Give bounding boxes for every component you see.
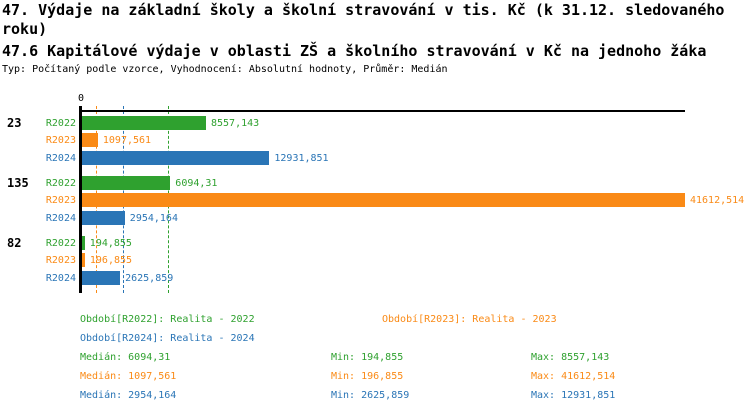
bar [82, 133, 98, 147]
series-label: R2024 [45, 153, 76, 164]
bar [82, 151, 270, 165]
bar [82, 176, 171, 190]
stat-min-r2022: Min: 194,855 [331, 352, 404, 363]
chart-subtitle: 47.6 Kapitálové výdaje v oblasti ZŠ a šk… [2, 42, 707, 60]
group-label: 135 [7, 176, 29, 190]
stat-median-r2024: Medián: 2954,164 [80, 390, 177, 401]
legend-item-r2022: Období[R2022]: Realita - 2022 [80, 314, 255, 325]
series-label: R2024 [45, 273, 76, 284]
value-label: 12931,851 [274, 153, 329, 164]
stat-median-r2023: Medián: 1097,561 [80, 371, 177, 382]
x-axis-line [80, 110, 685, 112]
value-label: 8557,143 [211, 118, 260, 129]
y-axis-line [79, 106, 82, 293]
bar [82, 236, 85, 250]
group-label: 23 [7, 116, 22, 130]
stat-median-r2022: Medián: 6094,31 [80, 352, 171, 363]
value-label: 6094,31 [175, 178, 218, 189]
bar [82, 116, 206, 130]
group-label: 82 [7, 236, 22, 250]
legend-item-r2023: Období[R2023]: Realita - 2023 [382, 314, 557, 325]
series-label: R2022 [45, 238, 76, 249]
series-label: R2023 [45, 255, 76, 266]
series-label: R2022 [45, 118, 76, 129]
value-label: 2625,859 [125, 273, 174, 284]
value-label: 41612,514 [690, 195, 745, 206]
bar [82, 193, 685, 207]
stat-max-r2023: Max: 41612,514 [531, 371, 616, 382]
series-label: R2023 [45, 195, 76, 206]
stat-max-r2024: Max: 12931,851 [531, 390, 616, 401]
chart-meta-line: Typ: Počítaný podle vzorce, Vyhodnocení:… [2, 64, 448, 75]
chart-title: 47. Výdaje na základní školy a školní st… [2, 1, 725, 38]
bar [82, 271, 121, 285]
value-label: 2954,164 [129, 213, 178, 224]
axis-zero-label: 0 [77, 93, 85, 104]
series-label: R2023 [45, 135, 76, 146]
value-label: 196,855 [89, 255, 133, 266]
series-label: R2022 [45, 178, 76, 189]
bar [82, 253, 85, 267]
legend-item-r2024: Období[R2024]: Realita - 2024 [80, 333, 255, 344]
stat-min-r2023: Min: 196,855 [331, 371, 404, 382]
series-label: R2024 [45, 213, 76, 224]
bar [82, 211, 125, 225]
value-label: 1097,561 [102, 135, 152, 146]
stat-min-r2024: Min: 2625,859 [331, 390, 410, 401]
stat-max-r2022: Max: 8557,143 [531, 352, 610, 363]
value-label: 194,855 [89, 238, 132, 249]
